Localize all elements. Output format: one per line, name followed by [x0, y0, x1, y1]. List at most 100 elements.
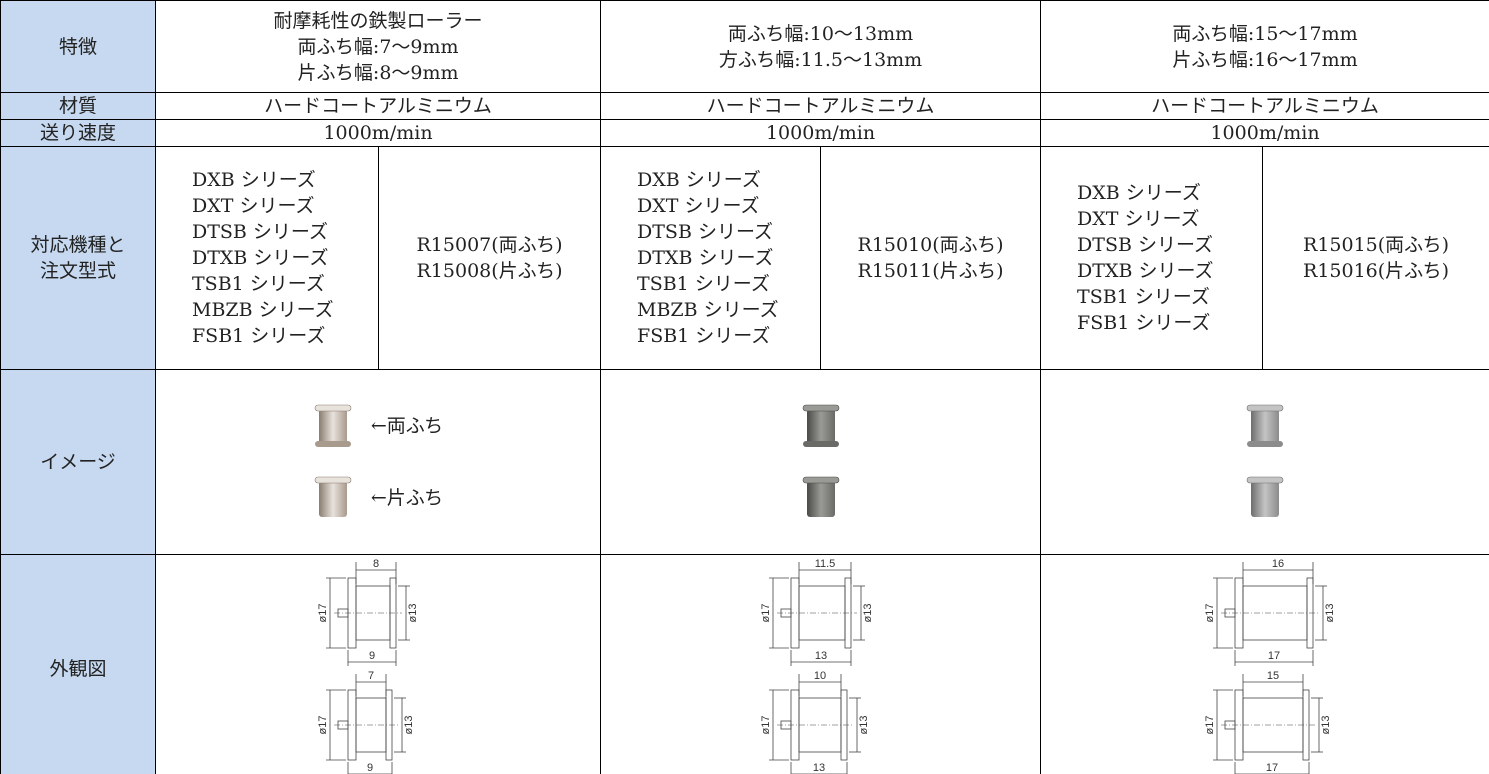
- outline-drawing: 16 17 ø17 ø13: [1204, 558, 1336, 666]
- row-header-line: 対応機種と: [30, 234, 126, 256]
- speed-cell: 1000m/min: [600, 119, 1042, 147]
- model-line: DXB シリーズ: [637, 169, 761, 191]
- dimension-label: 10: [813, 670, 825, 682]
- material-cell: ハードコートアルミニウム: [154, 92, 602, 120]
- order-code: R15007(両ふち): [416, 234, 563, 256]
- row-header: 対応機種と 注文型式: [0, 146, 156, 370]
- feature-line: 片ふち幅:16～17mm: [1172, 48, 1358, 71]
- roller-flange: [802, 441, 839, 447]
- dimension-label: ø17: [760, 604, 772, 623]
- dimension-label: 17: [1268, 650, 1280, 662]
- roller-body: [806, 409, 835, 445]
- table-row: 外観図 8 9 ø17 ø13 7 9 ø17 ø13 11.5 13 ø17 ø13 10 13 ø17 ø1…: [0, 554, 1489, 774]
- dimension-label: ø13: [1320, 716, 1332, 735]
- model-line: DTXB シリーズ: [1077, 260, 1214, 282]
- roller-flange: [314, 404, 352, 412]
- outline-drawing: 8 9 ø17 ø13: [317, 558, 419, 666]
- roller-body: [318, 409, 347, 445]
- model-line: DTXB シリーズ: [637, 247, 774, 269]
- dimension-label: ø17: [760, 716, 772, 735]
- model-line: DTSB シリーズ: [192, 221, 328, 243]
- model-line: DXB シリーズ: [192, 169, 316, 191]
- roller-image: [314, 404, 352, 447]
- roller-image: [1246, 476, 1284, 517]
- roller-body: [806, 481, 835, 517]
- speed-cell: 1000m/min: [154, 119, 602, 147]
- feature-line: 片ふち幅:8～9mm: [297, 61, 459, 84]
- dimension-label: ø13: [862, 604, 874, 623]
- feature-line: 両ふち幅:10～13mm: [727, 22, 914, 45]
- dimension-label: 13: [814, 650, 826, 662]
- speed-cell: 1000m/min: [1040, 119, 1489, 147]
- dimension-label: 9: [367, 762, 373, 774]
- feature-line: 方ふち幅:11.5～13mm: [718, 48, 923, 71]
- table-row: 特徴 耐摩耗性の鉄製ローラー 両ふち幅:7～9mm 片ふち幅:8～9mm 両ふち幅:10…: [0, 0, 1489, 93]
- drawing-cell: 8 9 ø17 ø13 7 9 ø17 ø13: [154, 554, 602, 774]
- roller-flange: [1246, 404, 1284, 412]
- image-row: [801, 475, 841, 521]
- table-row: イメージ ←両ふち ←片ふち: [0, 369, 1489, 555]
- outline-drawing: 10 13 ø17 ø13: [760, 670, 870, 774]
- models-cell: DXB シリーズ DXT シリーズ DTSB シリーズ DTXB シリーズ TSB1 シ…: [155, 146, 379, 370]
- roller-flange: [1246, 476, 1284, 484]
- image-box: [602, 403, 1040, 521]
- roller-flange: [314, 476, 352, 484]
- row-header: 特徴: [0, 0, 156, 93]
- features-cell: 耐摩耗性の鉄製ローラー 両ふち幅:7～9mm 片ふち幅:8～9mm: [154, 0, 602, 93]
- feature-line: 両ふち幅:15～17mm: [1172, 22, 1358, 45]
- roller-image: [802, 476, 839, 517]
- model-line: DTSB シリーズ: [1077, 234, 1214, 256]
- drawing-box: 16 17 ø17 ø13 15 17 ø17 ø13: [1042, 558, 1489, 774]
- model-line: TSB1 シリーズ: [1077, 286, 1210, 308]
- model-line: DTSB シリーズ: [637, 221, 773, 243]
- drawing-box: 11.5 13 ø17 ø13 10 13 ø17 ø13: [602, 558, 1040, 774]
- table-row: 材質 ハードコートアルミニウム ハードコートアルミニウム ハードコートアルミニウム: [0, 92, 1489, 120]
- order-codes-cell: R15010(両ふち) R15011(片ふち): [820, 146, 1042, 370]
- image-label: ←両ふち: [370, 415, 444, 437]
- drawing-cell: 16 17 ø17 ø13 15 17 ø17 ø13: [1040, 554, 1489, 774]
- dimension-label: 17: [1266, 762, 1278, 774]
- model-line: DXT シリーズ: [192, 195, 315, 217]
- dimension-label: 8: [373, 558, 379, 570]
- image-row: ←両ふち: [313, 403, 443, 449]
- dimension-label: ø17: [317, 716, 329, 735]
- roller-body: [1251, 409, 1280, 445]
- model-line: DTXB シリーズ: [192, 247, 329, 269]
- models-cell: DXB シリーズ DXT シリーズ DTSB シリーズ DTXB シリーズ TSB1 シ…: [600, 146, 822, 370]
- dimension-label: 9: [369, 650, 375, 662]
- dimension-label: ø13: [407, 604, 419, 623]
- image-row: [1245, 403, 1285, 449]
- dimension-label: 7: [368, 670, 374, 682]
- row-header: 材質: [0, 92, 156, 120]
- image-row: [801, 403, 841, 449]
- dimension-label: 13: [812, 762, 824, 774]
- order-code: R15008(片ふち): [416, 260, 563, 282]
- drawing-box: 8 9 ø17 ø13 7 9 ø17 ø13: [157, 558, 600, 774]
- roller-image: [802, 404, 839, 447]
- model-line: DXT シリーズ: [637, 195, 760, 217]
- material-cell: ハードコートアルミニウム: [1040, 92, 1489, 120]
- model-line: TSB1 シリーズ: [637, 273, 770, 295]
- dimension-label: ø13: [858, 716, 870, 735]
- table-row: 送り速度 1000m/min 1000m/min 1000m/min: [0, 119, 1489, 147]
- row-header-line: 材質: [58, 95, 97, 117]
- image-cell: [600, 369, 1042, 555]
- feature-line: 両ふち幅:7～9mm: [297, 35, 459, 58]
- dimension-label: 11.5: [814, 558, 835, 570]
- row-header-line: イメージ: [40, 451, 116, 473]
- roller-body: [1251, 481, 1280, 517]
- image-box: [1042, 403, 1489, 521]
- feature-line: 耐摩耗性の鉄製ローラー: [273, 9, 483, 32]
- dimension-label: ø17: [1204, 604, 1216, 623]
- roller-flange: [314, 441, 351, 447]
- material-cell: ハードコートアルミニウム: [600, 92, 1042, 120]
- row-header-line: 外観図: [49, 658, 107, 680]
- row-header: イメージ: [0, 369, 156, 555]
- body: [1242, 585, 1308, 641]
- row-header-line: 特徴: [58, 35, 97, 58]
- features-cell: 両ふち幅:10～13mm 方ふち幅:11.5～13mm: [600, 0, 1042, 93]
- row-header: 送り速度: [0, 119, 156, 147]
- dimension-label: ø17: [1204, 716, 1216, 735]
